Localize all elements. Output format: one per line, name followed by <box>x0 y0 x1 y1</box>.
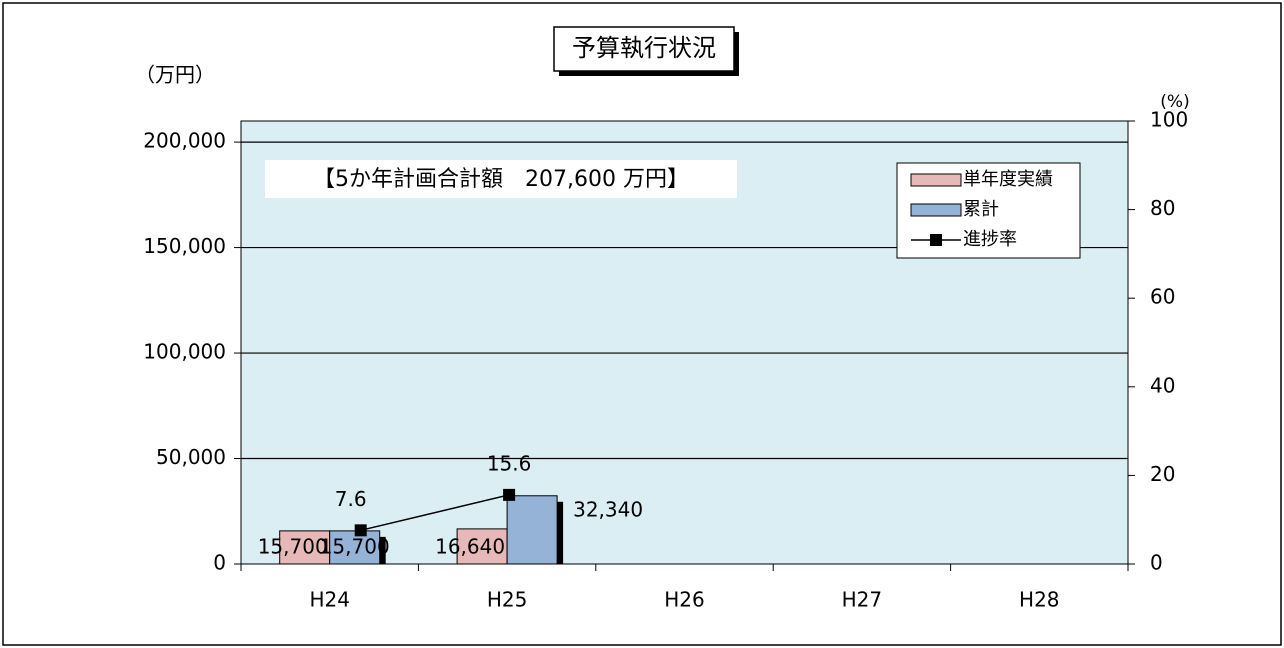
x-tick-label: H25 <box>487 588 528 612</box>
chart-title: 予算執行状況 <box>572 34 716 62</box>
legend-marker <box>930 234 942 246</box>
data-label: 15.6 <box>487 451 532 475</box>
bar <box>506 495 558 565</box>
y2-tick-label: 40 <box>1150 373 1175 397</box>
y2-tick-label: 20 <box>1150 462 1175 486</box>
y-tick-label: 150,000 <box>143 234 226 258</box>
legend-swatch <box>910 173 962 187</box>
data-label: 15,700 <box>258 535 328 559</box>
legend-label: 進捗率 <box>963 229 1017 250</box>
y2-tick-label: 0 <box>1150 551 1163 575</box>
line <box>360 494 510 532</box>
y-tick-label: 50,000 <box>156 445 226 469</box>
bar <box>329 530 381 565</box>
x-tick-label: H28 <box>1019 588 1060 612</box>
x-tick-label: H27 <box>842 588 883 612</box>
y2-tick-label: 100 <box>1150 108 1188 132</box>
bar <box>279 530 331 565</box>
y2-axis-label: (%) <box>1160 92 1189 112</box>
legend-label: 単年度実績 <box>963 169 1053 190</box>
marker <box>503 488 516 501</box>
data-label: 15,700 <box>320 535 390 559</box>
y-axis-label: （万円） <box>135 63 215 87</box>
legend-swatch <box>910 203 962 217</box>
annotation: 【5か年計画合計額 207,600 万円】 <box>313 167 689 192</box>
y2-tick-label: 60 <box>1150 285 1175 309</box>
annotation-box <box>265 160 737 198</box>
y2-tick-label: 80 <box>1150 196 1175 220</box>
y-tick-label: 0 <box>213 551 226 575</box>
marker <box>354 524 367 537</box>
title-box <box>553 26 735 72</box>
legend-label: 累計 <box>963 199 999 220</box>
data-label: 16,640 <box>435 535 505 559</box>
x-tick-label: H26 <box>664 588 705 612</box>
x-tick-label: H24 <box>309 588 350 612</box>
y-tick-label: 200,000 <box>143 129 226 153</box>
bar-shadow <box>379 536 386 564</box>
y-tick-label: 100,000 <box>143 340 226 364</box>
data-label: 7.6 <box>335 487 367 511</box>
bar-shadow <box>557 501 564 564</box>
data-label: 32,340 <box>573 497 643 521</box>
